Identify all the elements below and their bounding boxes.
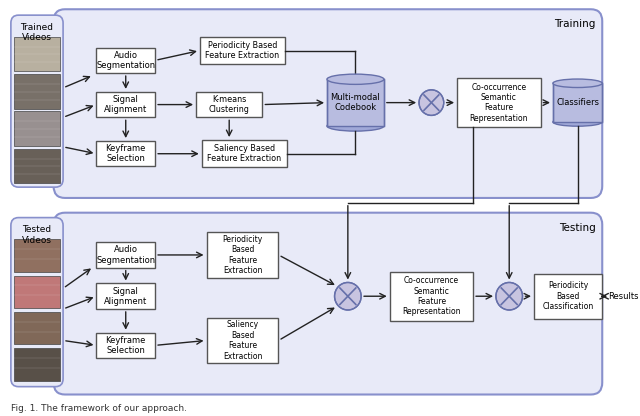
Ellipse shape	[327, 74, 384, 84]
Text: Classifiers: Classifiers	[556, 98, 599, 107]
Text: Results: Results	[608, 292, 639, 301]
Text: Fig. 1. The framework of our approach.: Fig. 1. The framework of our approach.	[11, 404, 187, 414]
FancyBboxPatch shape	[13, 74, 60, 109]
FancyBboxPatch shape	[207, 318, 278, 363]
FancyBboxPatch shape	[196, 92, 262, 117]
Text: Tested
Videos: Tested Videos	[22, 225, 51, 245]
FancyBboxPatch shape	[13, 275, 60, 308]
FancyBboxPatch shape	[96, 141, 155, 166]
Text: K-means
Clustering: K-means Clustering	[209, 95, 250, 114]
FancyBboxPatch shape	[553, 83, 602, 122]
FancyBboxPatch shape	[13, 149, 60, 183]
FancyBboxPatch shape	[54, 213, 602, 394]
FancyBboxPatch shape	[13, 239, 60, 272]
Circle shape	[419, 90, 444, 115]
Ellipse shape	[553, 118, 602, 126]
Text: Signal
Alignment: Signal Alignment	[104, 95, 147, 114]
FancyBboxPatch shape	[13, 37, 60, 71]
Text: Testing: Testing	[559, 223, 596, 233]
FancyBboxPatch shape	[534, 274, 602, 319]
Text: Audio
Segmentation: Audio Segmentation	[96, 51, 156, 70]
FancyBboxPatch shape	[390, 272, 473, 321]
FancyBboxPatch shape	[202, 140, 287, 168]
FancyBboxPatch shape	[96, 47, 155, 73]
Text: Signal
Alignment: Signal Alignment	[104, 287, 147, 306]
Text: Multi-modal
Codebook: Multi-modal Codebook	[331, 93, 380, 112]
Text: Training: Training	[554, 19, 596, 29]
Text: Keyframe
Selection: Keyframe Selection	[106, 336, 146, 355]
Circle shape	[335, 282, 361, 310]
FancyBboxPatch shape	[457, 78, 541, 127]
FancyBboxPatch shape	[13, 312, 60, 344]
FancyBboxPatch shape	[96, 332, 155, 358]
Text: Keyframe
Selection: Keyframe Selection	[106, 144, 146, 163]
Text: Co-occurrence
Semantic
Feature
Representation: Co-occurrence Semantic Feature Represent…	[402, 276, 461, 316]
FancyBboxPatch shape	[11, 218, 63, 386]
FancyBboxPatch shape	[13, 348, 60, 381]
Ellipse shape	[553, 79, 602, 87]
Text: Audio
Segmentation: Audio Segmentation	[96, 245, 156, 265]
Text: Trained
Videos: Trained Videos	[20, 23, 53, 42]
FancyBboxPatch shape	[207, 233, 278, 277]
FancyBboxPatch shape	[96, 242, 155, 268]
Text: Saliency Based
Feature Extraction: Saliency Based Feature Extraction	[207, 144, 282, 163]
Text: Co-occurrence
Semantic
Feature
Representation: Co-occurrence Semantic Feature Represent…	[470, 82, 528, 123]
FancyBboxPatch shape	[54, 9, 602, 198]
FancyBboxPatch shape	[13, 111, 60, 146]
Text: Periodicity
Based
Classification: Periodicity Based Classification	[543, 281, 594, 311]
Ellipse shape	[327, 121, 384, 131]
Text: Periodicity Based
Feature Extraction: Periodicity Based Feature Extraction	[205, 41, 280, 60]
FancyBboxPatch shape	[200, 37, 285, 64]
FancyBboxPatch shape	[11, 15, 63, 187]
FancyBboxPatch shape	[327, 79, 384, 126]
Text: Saliency
Based
Feature
Extraction: Saliency Based Feature Extraction	[223, 320, 262, 361]
Circle shape	[496, 282, 522, 310]
FancyBboxPatch shape	[96, 92, 155, 117]
FancyBboxPatch shape	[96, 283, 155, 309]
Text: Periodicity
Based
Feature
Extraction: Periodicity Based Feature Extraction	[222, 235, 262, 275]
